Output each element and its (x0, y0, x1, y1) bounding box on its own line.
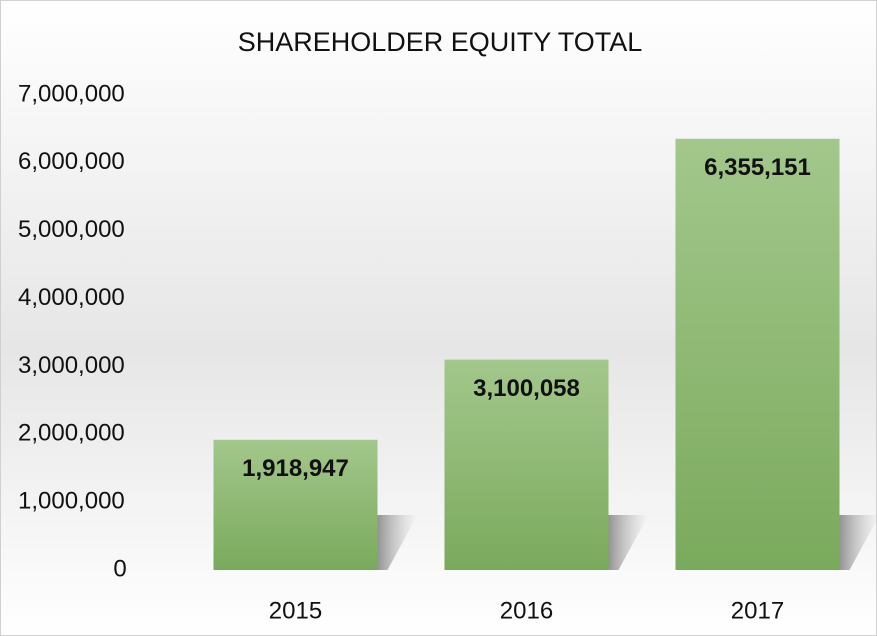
y-tick-label: 2,000,000 (18, 420, 125, 447)
y-tick-label: 6,000,000 (18, 148, 125, 175)
y-tick-label: 1,000,000 (18, 487, 125, 514)
bar-shadow (608, 515, 649, 570)
y-tick-label: 0 (113, 555, 126, 582)
x-tick-label: 2017 (731, 597, 784, 624)
bar-shadow (839, 515, 877, 570)
bar-shadow (377, 515, 418, 570)
x-tick-label: 2016 (500, 597, 553, 624)
bar (213, 439, 378, 570)
y-tick-label: 7,000,000 (18, 80, 125, 107)
data-label: 6,355,151 (704, 154, 811, 181)
y-tick-label: 4,000,000 (18, 284, 125, 311)
data-label: 3,100,058 (473, 375, 580, 402)
bar (444, 359, 609, 570)
y-tick-label: 5,000,000 (18, 216, 125, 243)
x-tick-label: 2015 (269, 597, 322, 624)
chart-title: SHAREHOLDER EQUITY TOTAL (238, 27, 643, 57)
bar (675, 138, 840, 570)
y-tick-label: 3,000,000 (18, 352, 125, 379)
data-label: 1,918,947 (242, 455, 349, 482)
